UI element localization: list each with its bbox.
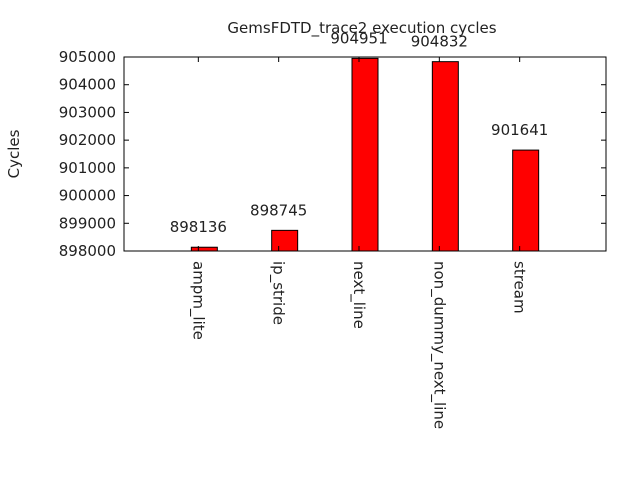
y-axis-ticks: 898000 899000 900000 901000 902000 903000 9040… — [59, 48, 606, 260]
y-axis-label: Cycles — [5, 129, 23, 178]
bar-next_line — [351, 57, 379, 252]
x-tick-label-ampm_lite: ampm_lite — [188, 261, 207, 340]
x-tick-label-ip_stride: ip_stride — [269, 261, 288, 325]
y-tick-label: 901000 — [59, 159, 116, 177]
bar-value-labels: 898136 898745 904951 904832 901641 — [170, 29, 549, 236]
bar-value-label: 904951 — [330, 29, 387, 47]
plot-frame — [123, 56, 607, 252]
y-tick-label: 899000 — [59, 214, 116, 232]
bar-ampm_lite — [190, 246, 218, 252]
bar-value-label: 901641 — [491, 121, 548, 139]
bar-ip_stride — [271, 229, 299, 252]
x-tick-label-stream: stream — [511, 261, 529, 314]
x-tick-label-next_line: next_line — [349, 261, 368, 329]
y-tick-label: 902000 — [59, 131, 116, 149]
y-tick-label: 898000 — [59, 242, 116, 260]
y-tick-label: 905000 — [59, 48, 116, 66]
bar-value-label: 904832 — [411, 33, 468, 51]
bars — [190, 57, 540, 252]
x-tick-label-non_dummy_next_line: non_dummy_next_line — [429, 261, 448, 429]
bar-value-label: 898745 — [250, 201, 307, 219]
x-axis-ticks: ampm_lite ip_stride next_line non_dummy_nex… — [188, 57, 529, 429]
bar-value-label: 898136 — [170, 218, 227, 236]
y-tick-label: 903000 — [59, 103, 116, 121]
bar-non_dummy_next_line — [431, 61, 459, 252]
y-tick-label: 904000 — [59, 76, 116, 94]
y-tick-label: 900000 — [59, 187, 116, 205]
bar-stream — [512, 149, 540, 252]
chart-title: GemsFDTD_trace2 execution cycles — [227, 19, 496, 38]
